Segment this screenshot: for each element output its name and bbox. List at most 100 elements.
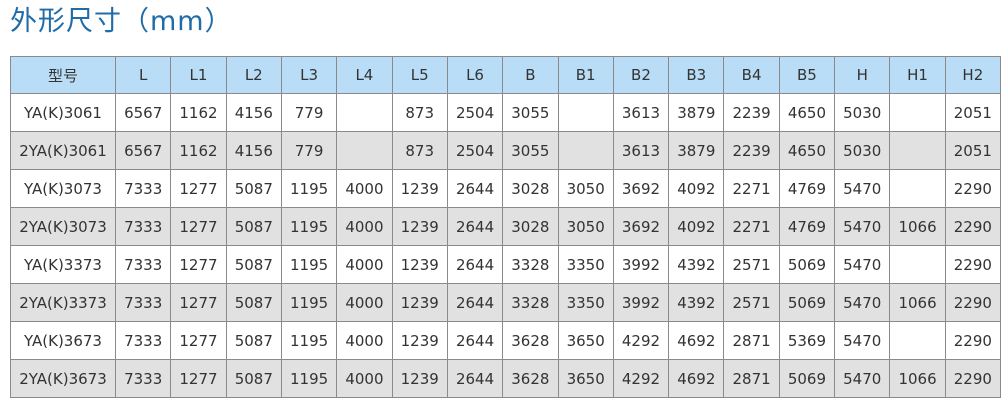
dimension-cell: 3350 [557,245,614,284]
dimension-cell: 7333 [114,321,172,360]
dimension-cell: 1239 [391,245,448,284]
dimension-cell [557,131,614,170]
column-header: B3 [668,56,725,94]
column-header: B [502,56,559,94]
dimension-cell: 1066 [889,359,946,398]
dimension-cell: 5087 [225,359,282,398]
dimension-cell: 5087 [225,169,282,208]
dimension-cell: 1277 [170,245,227,284]
column-header: L3 [280,56,338,94]
dimension-cell: 4692 [668,321,725,360]
dimension-cell: 4000 [336,207,393,246]
dimension-cell: 1277 [170,321,227,360]
column-header: L2 [225,56,282,94]
dimension-cell: 4092 [668,169,725,208]
column-header: L5 [391,56,448,94]
dimension-cell: 2644 [446,245,504,284]
dimension-cell: 1195 [280,207,338,246]
dimension-cell: 4650 [778,93,836,132]
dimension-cell: 873 [391,93,448,132]
dimension-cell: 3650 [557,359,614,398]
dimension-cell: 2239 [723,131,780,170]
dimension-cell: 3692 [612,169,670,208]
dimension-cell: 2644 [446,321,504,360]
dimension-cell: 4769 [778,207,836,246]
dimension-cell: 7333 [114,359,172,398]
model-cell: 2YA(K)3373 [10,283,116,322]
dimension-cell: 4392 [668,245,725,284]
dimension-cell: 4092 [668,207,725,246]
dimension-cell: 2290 [944,359,1002,398]
dimension-cell: 3055 [502,131,559,170]
dimension-cell: 2871 [723,359,780,398]
dimension-cell: 1195 [280,245,338,284]
dimension-cell [889,93,946,132]
dimension-cell: 5470 [834,207,891,246]
dimension-cell: 1239 [391,359,448,398]
dimension-cell: 5470 [834,359,891,398]
dimension-cell: 3613 [612,131,670,170]
dimension-cell: 4000 [336,283,393,322]
dimension-cell: 1239 [391,321,448,360]
dimension-cell: 3050 [557,169,614,208]
dimension-cell: 2051 [944,93,1002,132]
model-cell: YA(K)3673 [10,321,116,360]
dimension-cell: 7333 [114,207,172,246]
dimension-cell: 7333 [114,283,172,322]
dimension-cell: 2239 [723,93,780,132]
model-cell: 2YA(K)3673 [10,359,116,398]
dimension-cell: 2271 [723,207,780,246]
dimension-cell: 1195 [280,359,338,398]
dimension-cell: 5069 [778,283,836,322]
dimension-cell: 2571 [723,283,780,322]
column-header: L1 [170,56,227,94]
column-header: L6 [446,56,504,94]
table-row: 2YA(K)3073 7333 1277 5087 1195 4000 1239 2644 30… [10,207,1002,246]
dimension-cell: 3328 [502,245,559,284]
dimension-cell: 4156 [225,93,282,132]
dimension-cell: 2504 [446,93,504,132]
dimension-cell: 4000 [336,321,393,360]
dimension-cell: 2644 [446,283,504,322]
column-header: H [834,56,891,94]
dimension-cell: 2871 [723,321,780,360]
page-title: 外形尺寸（mm） [10,6,233,37]
dimension-cell: 1162 [170,93,227,132]
dimension-cell: 5069 [778,245,836,284]
dimension-cell: 1195 [280,169,338,208]
dimension-cell: 5069 [778,359,836,398]
table-header-row: 型号 L L1 L2 L3 L4 L5 L6 B B1 B2 B3 B4 B5 H H1 H2 [10,56,1002,94]
dimension-cell: 2290 [944,245,1002,284]
column-header: B2 [612,56,670,94]
dimension-cell: 2290 [944,207,1002,246]
dimension-cell: 2290 [944,283,1002,322]
dimension-cell: 4692 [668,359,725,398]
dimension-cell: 6567 [114,93,172,132]
dimension-cell: 1066 [889,283,946,322]
dimension-cell: 1239 [391,169,448,208]
dimension-cell: 1277 [170,283,227,322]
dimension-cell: 1239 [391,207,448,246]
table-row: YA(K)3073 7333 1277 5087 1195 4000 1239 2644 302… [10,169,1002,208]
dimension-cell: 2504 [446,131,504,170]
table-row: 2YA(K)3061 6567 1162 4156 779 873 2504 3055 3613… [10,131,1002,170]
model-cell: 2YA(K)3073 [10,207,116,246]
dimension-cell: 1162 [170,131,227,170]
dimension-cell: 7333 [114,245,172,284]
dimension-cell: 4769 [778,169,836,208]
model-cell: 2YA(K)3061 [10,131,116,170]
dimension-cell: 5087 [225,245,282,284]
dimension-cell: 3350 [557,283,614,322]
dimension-cell [889,131,946,170]
dimension-cell: 3050 [557,207,614,246]
model-cell: YA(K)3073 [10,169,116,208]
dimension-cell: 5030 [834,93,891,132]
dimension-cell: 3992 [612,245,670,284]
dimension-cell: 1277 [170,169,227,208]
dimension-cell [336,93,393,132]
dimension-cell: 779 [280,93,338,132]
dimension-cell: 3650 [557,321,614,360]
dimension-cell: 5087 [225,283,282,322]
dimension-cell: 779 [280,131,338,170]
column-header: B5 [778,56,836,94]
